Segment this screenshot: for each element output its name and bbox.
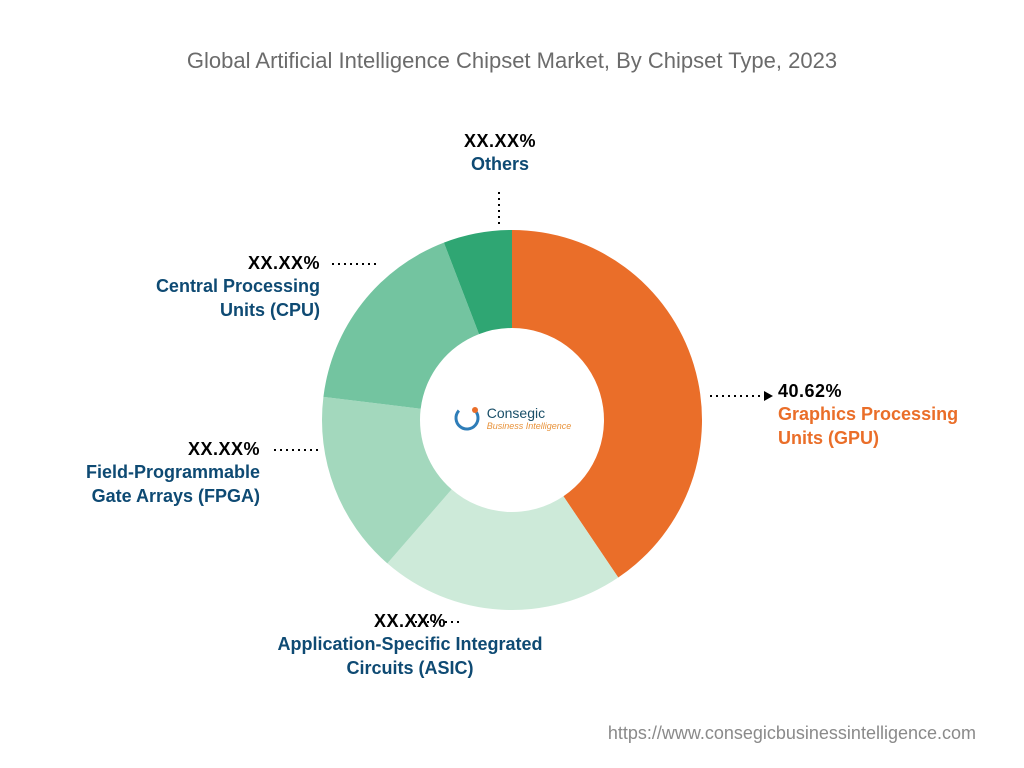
leader-arrow-gpu [764,391,773,401]
brand-subtitle: Business Intelligence [487,421,572,431]
label-pct-cpu: XX.XX% [140,252,320,275]
leader-fpga [272,449,320,451]
label-fpga: XX.XX%Field-Programmable Gate Arrays (FP… [60,438,260,508]
label-name-asic: Application-Specific Integrated Circuits… [250,633,570,680]
label-pct-gpu: 40.62% [778,380,1008,403]
label-pct-others: XX.XX% [430,130,570,153]
chart-container: Global Artificial Intelligence Chipset M… [0,0,1024,768]
center-brand-logo: Consegic Business Intelligence [438,404,586,432]
source-url: https://www.consegicbusinessintelligence… [608,723,976,744]
label-cpu: XX.XX%Central Processing Units (CPU) [140,252,320,322]
leader-others [498,190,500,226]
brand-text: Consegic Business Intelligence [487,405,572,431]
label-name-cpu: Central Processing Units (CPU) [140,275,320,322]
label-asic: XX.XX%Application-Specific Integrated Ci… [250,610,570,680]
label-pct-fpga: XX.XX% [60,438,260,461]
label-others: XX.XX%Others [430,130,570,177]
brand-name: Consegic [487,405,572,421]
label-pct-asic: XX.XX% [250,610,570,633]
label-gpu: 40.62%Graphics Processing Units (GPU) [778,380,1008,450]
leader-cpu [330,263,378,265]
brand-icon [453,404,481,432]
label-name-others: Others [430,153,570,176]
chart-title: Global Artificial Intelligence Chipset M… [0,48,1024,74]
label-name-fpga: Field-Programmable Gate Arrays (FPGA) [60,461,260,508]
label-name-gpu: Graphics Processing Units (GPU) [778,403,1008,450]
leader-gpu [708,395,764,397]
